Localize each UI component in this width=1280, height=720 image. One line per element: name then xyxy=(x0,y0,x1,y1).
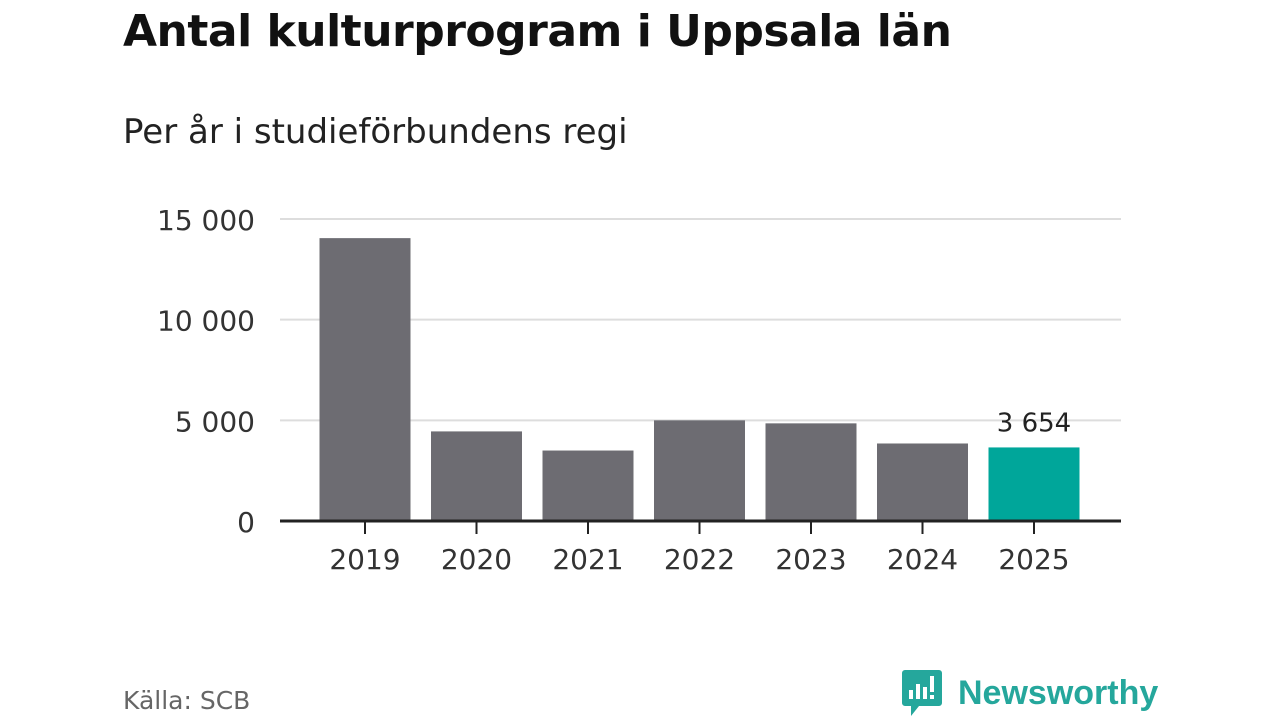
bar-2025 xyxy=(988,447,1080,521)
y-tick-label: 10 000 xyxy=(157,305,255,338)
bar-2020 xyxy=(431,431,522,521)
bar-2023 xyxy=(765,423,857,521)
bars xyxy=(319,238,1080,522)
x-tick-label: 2019 xyxy=(329,543,400,576)
x-tick-label: 2021 xyxy=(552,543,623,576)
chart-title: Antal kulturprogram i Uppsala län xyxy=(123,6,952,57)
x-tick-label: 2022 xyxy=(664,543,735,576)
y-tick-label: 5 000 xyxy=(175,405,255,438)
y-tick-label: 15 000 xyxy=(157,204,255,237)
x-tick-label: 2025 xyxy=(998,543,1069,576)
x-axis-ticks: 2019 2020 2021 2022 2023 2024 2025 xyxy=(329,521,1070,576)
y-axis-ticks: 0 5 000 10 000 15 000 xyxy=(157,204,255,539)
x-tick-label: 2024 xyxy=(887,543,958,576)
y-tick-label: 0 xyxy=(237,506,255,539)
bar-2019 xyxy=(319,238,411,522)
brand-name: Newsworthy xyxy=(958,673,1159,712)
data-labels: 3 654 xyxy=(997,408,1071,438)
bar-2021 xyxy=(542,450,634,521)
x-tick-label: 2023 xyxy=(775,543,846,576)
newsworthy-logo-icon xyxy=(902,670,942,716)
bar-2022 xyxy=(654,420,745,521)
data-label-2025: 3 654 xyxy=(997,408,1071,438)
bar-2024 xyxy=(877,443,968,521)
source-note: Källa: SCB xyxy=(123,686,251,715)
brand-logo: Newsworthy xyxy=(902,670,1158,716)
x-tick-label: 2020 xyxy=(441,543,512,576)
chart-subtitle: Per år i studieförbundens regi xyxy=(123,112,628,152)
